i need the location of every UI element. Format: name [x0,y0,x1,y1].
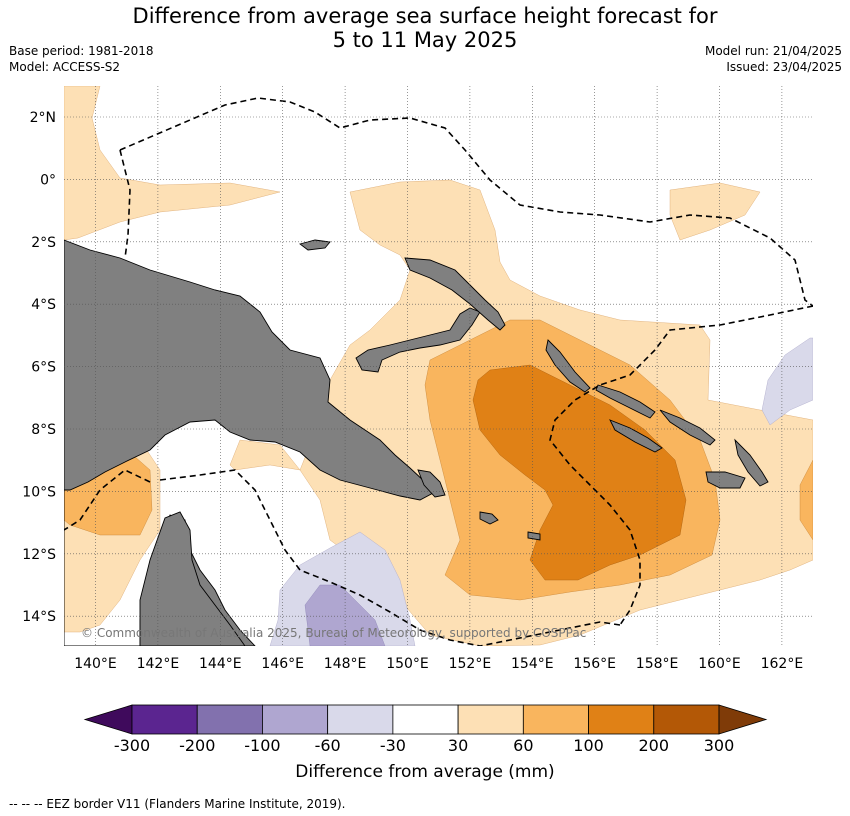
new-guinea-land [64,239,436,501]
latitude-tick-label: 2°S [31,235,56,251]
map-title: Difference from average sea surface heig… [0,4,850,52]
solomon-island-4 [734,438,769,487]
colorbar-tick-label: -100 [244,736,280,755]
solomon-island-2 [659,409,716,446]
eez-line [119,149,131,259]
longitude-tick-label: 156°E [573,656,616,672]
longitude-tick-label: 150°E [386,656,429,672]
colorbar-segment [196,704,263,735]
longitude-tick-label: 142°E [137,656,180,672]
metadata-left: Base period: 1981-2018 Model: ACCESS-S2 [9,43,154,75]
colorbar-tick-label: -300 [114,736,150,755]
eez-line [159,469,481,646]
longitude-tick-label: 146°E [261,656,304,672]
longitude-tick-label: 154°E [511,656,554,672]
anomaly-region [761,337,813,426]
colorbar-segment [457,704,524,735]
colorbar: -300 -200 -100 -60 -30 30 60 100 200 300 [83,704,768,755]
colorbar-tick-label: -60 [315,736,341,755]
latitude-tick-label: 12°S [22,547,56,563]
colorbar-tick-label: -30 [380,736,406,755]
eez-footnote: -- -- -- EEZ border V11 (Flanders Marine… [9,797,346,811]
colorbar-label: Difference from average (mm) [295,762,555,782]
title-line-1: Difference from average sea surface heig… [132,4,718,28]
landmasses [64,239,769,646]
new-ireland-land [404,257,506,331]
copyright-credit: © Commonwealth of Australia 2025, Bureau… [81,626,586,640]
eez-line [549,305,813,626]
anomaly-neg60-neg100 [304,584,386,646]
eez-line [119,97,813,307]
eez-line [479,621,621,646]
latitude-tick-label: 6°S [31,360,56,376]
latitude-tick-label: 8°S [31,422,56,438]
title-line-2: 5 to 11 May 2025 [332,28,518,52]
latitude-tick-label: 14°S [22,609,56,625]
colorbar-segment [131,704,198,735]
longitude-tick-label: 148°E [324,656,367,672]
colorbar-segment [392,704,459,735]
longitude-tick-label: 160°E [698,656,741,672]
longitude-tick-label: 140°E [74,656,117,672]
latitude-tick-label: 2°N [30,110,56,126]
colorbar-segment [588,704,655,735]
colorbar-tick-label: 60 [513,736,533,755]
anomaly-region [472,364,687,581]
colorbar-segment [653,704,720,735]
cape-york-land [139,511,246,646]
colorbar-tick-label: 200 [639,736,670,755]
colorbar-segment [327,704,394,735]
model-run-text: Model run: 21/04/2025 [704,44,842,58]
anomaly-region [799,459,813,541]
latitude-ticks: 2°N 0° 2°S 4°S 6°S 8°S 10°S 12°S 14°S [22,110,56,625]
latitude-tick-label: 0° [40,172,56,188]
colorbar-low-extend [83,704,133,735]
issued-text: Issued: 23/04/2025 [726,60,842,74]
eez-border [64,97,813,646]
anomaly-region [669,182,761,241]
colorbar-tick-label: -200 [179,736,215,755]
colorbar-tick-label: 100 [573,736,604,755]
graticule [64,86,813,646]
colorbar-segment [262,704,329,735]
latitude-tick-label: 10°S [22,484,56,500]
bougainville-land [545,339,591,393]
anomaly-region [64,86,281,241]
base-period-text: Base period: 1981-2018 [9,44,154,58]
anomaly-100-200 [472,364,687,581]
solomon-island-1 [595,384,656,419]
colorbar-tick-label: 300 [704,736,735,755]
colorbar-high-extend [718,704,768,735]
model-text: Model: ACCESS-S2 [9,60,121,74]
dentrecasteaux-islands [417,469,446,498]
manus-island [298,239,331,251]
longitude-tick-label: 158°E [636,656,679,672]
solomon-island-5 [705,471,746,489]
louisiade-island [479,511,499,525]
map-area: © Commonwealth of Australia 2025, Bureau… [64,86,813,646]
solomon-island-3 [609,419,663,453]
colorbar-tick-label: 30 [448,736,468,755]
new-britain-land [355,307,481,373]
colorbar-segment [522,704,589,735]
longitude-tick-label: 152°E [449,656,492,672]
metadata-right: Model run: 21/04/2025 Issued: 23/04/2025 [705,43,842,75]
anomaly-region [304,584,386,646]
longitude-ticks: 140°E 142°E 144°E 146°E 148°E 150°E 152°E 154°E… [74,656,803,672]
longitude-tick-label: 144°E [199,656,242,672]
eez-line [64,469,151,531]
latitude-tick-label: 4°S [31,297,56,313]
rossel-island [527,531,541,541]
longitude-tick-label: 162°E [761,656,804,672]
